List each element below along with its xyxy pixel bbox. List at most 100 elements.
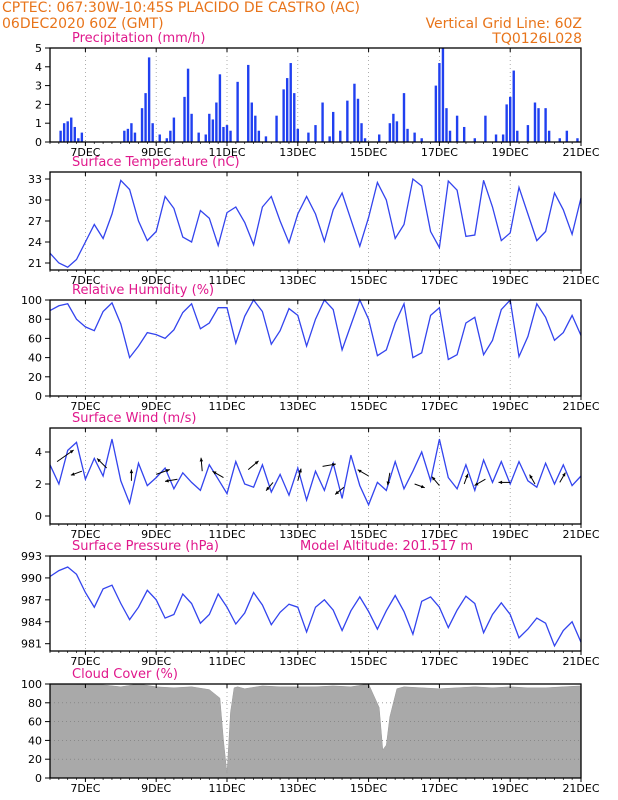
precip-bar: [395, 121, 399, 142]
data-point: [111, 213, 113, 215]
data-point: [324, 490, 325, 491]
precip-bar: [70, 117, 73, 142]
x-tick-label: 19DEC: [492, 655, 529, 668]
precip-bar: [293, 93, 296, 142]
data-point: [253, 592, 255, 593]
panel-title: Surface Pressure (hPa): [72, 539, 219, 554]
data-point: [439, 438, 440, 440]
data-point: [129, 502, 131, 504]
data-point: [200, 622, 201, 624]
precip-bar: [413, 132, 416, 142]
data-point: [536, 486, 538, 488]
data-point: [368, 318, 369, 320]
data-point: [297, 213, 299, 215]
data-point: [527, 628, 529, 630]
precip-bar: [537, 108, 540, 142]
data-point: [545, 316, 546, 318]
x-tick-label: 11DEC: [208, 655, 245, 668]
x-tick-label: 17DEC: [421, 782, 458, 795]
precip-bar: [77, 138, 80, 142]
data-point: [518, 187, 520, 188]
data-point: [562, 630, 564, 631]
data-point: [279, 330, 281, 332]
data-point: [279, 220, 281, 222]
precip-bar: [282, 89, 285, 142]
data-point: [439, 307, 440, 309]
x-tick-label: 15DEC: [350, 274, 387, 287]
data-point: [146, 589, 148, 591]
x-tick-label: 21DEC: [562, 274, 599, 287]
data-point: [545, 622, 546, 624]
data-point: [509, 483, 511, 485]
data-point: [262, 311, 263, 312]
precip-bar: [388, 123, 392, 142]
x-tick-label: 13DEC: [279, 146, 316, 159]
precip-bar: [494, 134, 498, 142]
data-point: [270, 196, 272, 197]
x-tick-label: 21DEC: [562, 782, 599, 795]
wind-arrow: [559, 472, 566, 483]
wind-arrow: [247, 460, 259, 470]
wind-arrow: [414, 483, 425, 489]
wind-arrow: [156, 469, 170, 475]
precip-bar: [130, 123, 133, 142]
wind-arrow: [357, 469, 369, 477]
data-point: [235, 623, 237, 625]
data-point: [146, 240, 148, 242]
wind-arrow: [529, 474, 536, 485]
precip-bar: [406, 128, 409, 142]
data-point: [93, 224, 95, 225]
data-point: [102, 588, 104, 590]
data-point: [297, 606, 299, 608]
wind-arrow: [164, 478, 178, 483]
data-point: [403, 611, 405, 612]
model-altitude-label: Model Altitude: 201.517 m: [300, 539, 473, 554]
precip-bar: [544, 108, 547, 142]
panel-frame: [49, 427, 582, 525]
data-point: [138, 462, 139, 464]
precip-bar: [360, 123, 363, 142]
x-tick-label: 13DEC: [279, 274, 316, 287]
data-point: [350, 324, 352, 326]
data-point: [412, 633, 414, 635]
data-point: [554, 483, 555, 485]
x-tick-label: 15DEC: [350, 146, 387, 159]
precip-bar: [172, 117, 176, 142]
header: CPTEC: 067:30W-10:45S PLACIDO DE CASTRO …: [0, 0, 618, 48]
x-tick-label: 17DEC: [421, 655, 458, 668]
data-point: [288, 603, 290, 605]
precip-bar: [133, 132, 137, 142]
data-point: [244, 222, 246, 223]
precip-bar: [462, 126, 466, 142]
x-tick-label: 7DEC: [70, 782, 100, 795]
precip-bar: [558, 138, 561, 142]
data-point: [315, 213, 316, 215]
precip-bar: [247, 64, 250, 142]
precip-bar: [402, 93, 406, 142]
data-point: [164, 617, 166, 619]
data-point: [297, 315, 299, 316]
data-point: [385, 199, 387, 201]
data-point: [439, 247, 440, 249]
x-tick-label: 9DEC: [141, 655, 171, 668]
data-point: [562, 332, 564, 333]
x-tick-label: 7DEC: [70, 400, 100, 413]
x-tick-label: 19DEC: [492, 274, 529, 287]
x-tick-label: 11DEC: [208, 400, 245, 413]
panel-1: Surface Temperature (nC) 21 24 27 30 33 7DEC 9D…: [28, 155, 600, 287]
data-point: [182, 312, 184, 313]
data-point: [412, 470, 414, 472]
data-point: [146, 332, 148, 333]
x-tick-label: 21DEC: [562, 400, 599, 413]
data-point: [492, 339, 493, 341]
data-point: [76, 259, 77, 260]
data-point: [421, 185, 423, 187]
precip-bar: [420, 138, 423, 142]
data-point: [173, 488, 175, 490]
data-point: [262, 464, 263, 466]
x-tick-label: 11DEC: [208, 146, 245, 159]
y-tick-label: 21: [28, 257, 42, 270]
data-point: [545, 462, 546, 464]
data-point: [518, 461, 520, 462]
data-point: [297, 467, 299, 469]
